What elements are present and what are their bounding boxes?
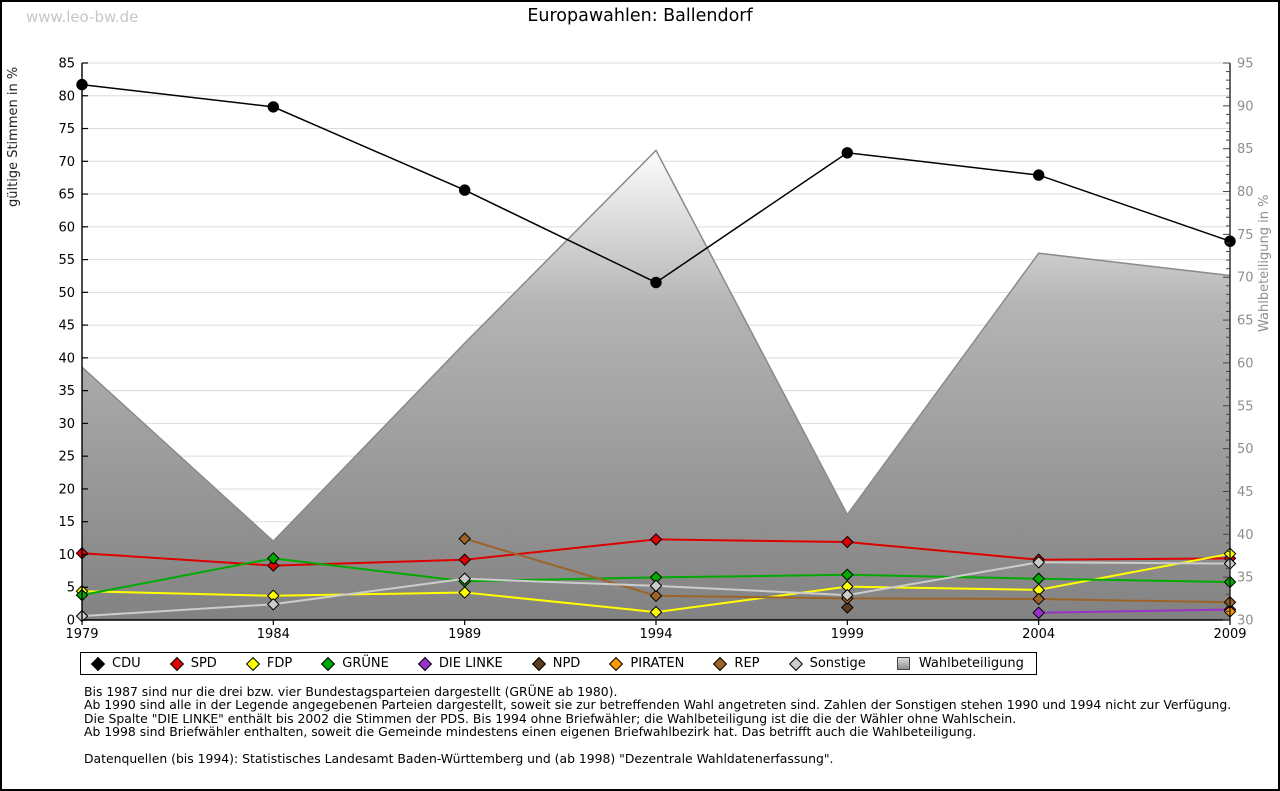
party-diamond-icon <box>245 656 260 671</box>
svg-text:2009: 2009 <box>1213 627 1246 642</box>
footnote: Ab 1990 sind alle in der Legende angegeb… <box>84 697 1232 713</box>
footnote: Ab 1998 sind Briefwähler enthalten, sowe… <box>84 724 977 740</box>
party-diamond-icon <box>713 656 728 671</box>
party-diamond-icon <box>417 656 432 671</box>
svg-text:30: 30 <box>1237 614 1254 629</box>
svg-text:1994: 1994 <box>639 627 672 642</box>
legend-item-piraten: PIRATEN <box>609 656 685 671</box>
svg-text:35: 35 <box>1237 571 1254 586</box>
svg-text:95: 95 <box>1237 57 1254 72</box>
svg-text:65: 65 <box>58 188 75 203</box>
watermark: www.leo-bw.de <box>26 8 139 26</box>
legend-item-rep: REP <box>713 656 760 671</box>
svg-text:85: 85 <box>58 57 75 72</box>
footnote: Bis 1987 sind nur die drei bzw. vier Bun… <box>84 684 618 699</box>
svg-text:40: 40 <box>58 351 75 366</box>
svg-text:70: 70 <box>58 155 75 170</box>
svg-text:50: 50 <box>1237 442 1254 457</box>
legend-item-spd: SPD <box>169 656 217 671</box>
svg-text:60: 60 <box>58 220 75 235</box>
footnote: Die Spalte "DIE LINKE" enthält bis 2002 … <box>84 710 1017 726</box>
party-diamond-icon <box>788 656 803 671</box>
legend-label: Sonstige <box>809 656 866 671</box>
footer-notes: Bis 1987 sind nur die drei bzw. vier Bun… <box>84 685 1231 765</box>
legend-label: REP <box>734 656 760 671</box>
legend-item-sonstige: Sonstige <box>788 656 866 671</box>
svg-text:Wahlbeteiligung in %: Wahlbeteiligung in % <box>1257 195 1272 332</box>
party-diamond-icon <box>90 656 106 671</box>
party-diamond-icon <box>169 656 184 671</box>
svg-text:75: 75 <box>58 122 75 137</box>
svg-text:65: 65 <box>1237 314 1254 329</box>
svg-text:55: 55 <box>58 253 75 268</box>
svg-text:80: 80 <box>1237 185 1254 200</box>
svg-text:30: 30 <box>58 417 75 432</box>
party-diamond-icon <box>609 656 624 671</box>
legend-label: DIE LINKE <box>438 656 503 671</box>
chart-legend: CDU SPD FDP GRÜNE DIE LINKE NPD PIRATEN REP Sons… <box>80 652 1037 675</box>
turnout-area-swatch-icon <box>896 657 910 670</box>
svg-text:1979: 1979 <box>65 627 98 642</box>
svg-text:20: 20 <box>58 482 75 497</box>
svg-text:10: 10 <box>58 548 75 563</box>
legend-item-fdp: FDP <box>245 656 293 671</box>
legend-item-wahlbeteiligung: Wahlbeteiligung <box>896 656 1024 671</box>
svg-text:80: 80 <box>58 89 75 104</box>
svg-text:0: 0 <box>67 614 75 629</box>
svg-text:1989: 1989 <box>448 627 481 642</box>
svg-text:gültige Stimmen in %: gültige Stimmen in % <box>6 67 21 207</box>
legend-label: PIRATEN <box>630 656 685 671</box>
chart-canvas: 0 5 10 15 20 25 30 35 40 45 50 55 60 65 70 75 80 85 30 35 40… <box>6 57 1272 643</box>
legend-label: NPD <box>552 656 581 671</box>
svg-text:70: 70 <box>1237 271 1254 286</box>
legend-item-npd: NPD <box>531 656 581 671</box>
legend-label: Wahlbeteiligung <box>918 656 1024 671</box>
legend-label: CDU <box>112 656 141 671</box>
legend-label: SPD <box>190 656 217 671</box>
party-diamond-icon <box>531 656 546 671</box>
svg-text:60: 60 <box>1237 356 1254 371</box>
svg-text:1984: 1984 <box>257 627 290 642</box>
party-diamond-icon <box>321 656 336 671</box>
page-title: Europawahlen: Ballendorf <box>527 6 753 26</box>
svg-text:25: 25 <box>58 450 75 465</box>
svg-text:55: 55 <box>1237 399 1254 414</box>
svg-text:90: 90 <box>1237 99 1254 114</box>
legend-label: GRÜNE <box>342 656 389 671</box>
svg-text:2004: 2004 <box>1022 627 1055 642</box>
svg-text:35: 35 <box>58 384 75 399</box>
svg-text:50: 50 <box>58 286 75 301</box>
svg-text:45: 45 <box>1237 485 1254 500</box>
svg-text:1999: 1999 <box>831 627 864 642</box>
svg-text:85: 85 <box>1237 142 1254 157</box>
svg-text:15: 15 <box>58 515 75 530</box>
legend-item-die-linke: DIE LINKE <box>417 656 503 671</box>
legend-label: FDP <box>266 656 293 671</box>
svg-text:5: 5 <box>67 581 75 596</box>
svg-text:45: 45 <box>58 319 75 334</box>
data-source: Datenquellen (bis 1994): Statistisches L… <box>84 750 834 766</box>
legend-item-cdu: CDU <box>90 656 141 671</box>
svg-text:40: 40 <box>1237 528 1254 543</box>
legend-item-gr-ne: GRÜNE <box>321 656 389 671</box>
svg-text:75: 75 <box>1237 228 1254 243</box>
